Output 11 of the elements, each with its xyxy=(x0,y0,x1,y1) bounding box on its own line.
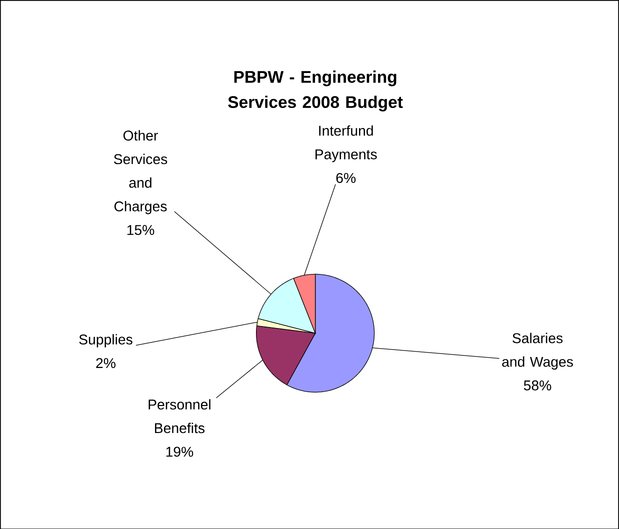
data-label: 6% xyxy=(336,172,356,183)
slice-label: Salaries and Wages xyxy=(502,332,573,370)
data-label: 2% xyxy=(96,358,116,368)
slice-label: Other Services and Charges xyxy=(114,130,168,214)
slice-label: Interfund Payments xyxy=(316,125,377,162)
slice-label: Supplies xyxy=(79,334,132,348)
data-label: 15% xyxy=(127,224,154,235)
data-label: 58% xyxy=(524,380,552,390)
data-label: 19% xyxy=(166,446,194,457)
chart-title: PBPW - Engineering Services 2008 Budget xyxy=(228,70,403,112)
slice-label: Personnel Benefits xyxy=(148,398,210,433)
